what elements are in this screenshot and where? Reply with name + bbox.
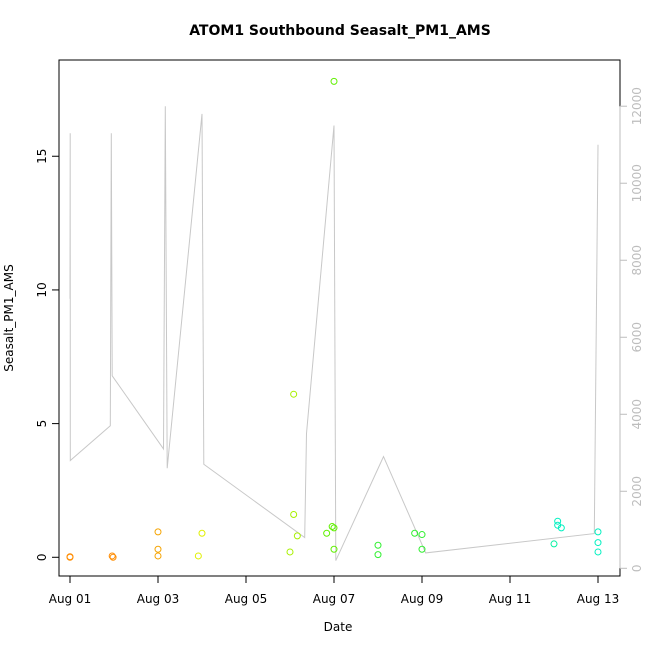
y-right-tick-label: 0 xyxy=(630,564,644,572)
data-point xyxy=(557,524,565,532)
data-point xyxy=(374,551,382,559)
point-layer xyxy=(66,77,602,561)
data-point xyxy=(330,524,338,532)
x-tick-label: Aug 07 xyxy=(313,592,356,606)
plot-frame xyxy=(58,59,621,577)
x-tick-label: Aug 09 xyxy=(401,592,444,606)
data-point xyxy=(293,532,301,540)
data-point xyxy=(330,77,338,85)
data-point xyxy=(154,528,162,536)
data-point xyxy=(554,517,562,525)
x-tick-label: Aug 11 xyxy=(489,592,532,606)
data-point xyxy=(66,553,74,561)
y-right-tick-label: 6000 xyxy=(630,322,644,353)
data-point xyxy=(109,553,117,561)
y-tick-label: 5 xyxy=(35,420,49,428)
data-point xyxy=(374,541,382,549)
y-tick-label: 15 xyxy=(35,149,49,164)
y-axis-label: Seasalt_PM1_AMS xyxy=(2,264,16,371)
data-point xyxy=(411,529,419,537)
data-point xyxy=(594,539,602,547)
line-layer xyxy=(69,106,599,561)
y-right-tick-label: 12000 xyxy=(630,87,644,125)
data-point xyxy=(154,552,162,560)
y-right-tick-label: 4000 xyxy=(630,399,644,430)
data-point xyxy=(154,545,162,553)
x-tick-label: Aug 05 xyxy=(225,592,268,606)
data-point xyxy=(550,540,558,548)
data-point xyxy=(108,552,116,560)
data-point xyxy=(194,552,202,560)
series-line xyxy=(69,106,599,561)
data-point xyxy=(418,545,426,553)
x-tick-label: Aug 01 xyxy=(49,592,92,606)
x-tick-label: Aug 03 xyxy=(137,592,180,606)
y-axis-left: 0 5 10 15 xyxy=(35,149,60,561)
data-point xyxy=(323,529,331,537)
x-tick-label: Aug 13 xyxy=(577,592,620,606)
y-right-tick-label: 8000 xyxy=(630,245,644,276)
data-point xyxy=(290,511,298,519)
y-tick-label: 10 xyxy=(35,282,49,297)
y-right-tick-label: 2000 xyxy=(630,476,644,507)
y-tick-label: 0 xyxy=(35,553,49,561)
y-right-tick-label: 10000 xyxy=(630,164,644,202)
data-point xyxy=(418,531,426,539)
chart-title: ATOM1 Southbound Seasalt_PM1_AMS xyxy=(189,23,491,39)
data-point xyxy=(594,548,602,556)
data-point xyxy=(328,523,336,531)
x-axis: Aug 01 Aug 03 Aug 05 Aug 07 Aug 09 Aug 11 Aug … xyxy=(49,575,620,606)
x-axis-label: Date xyxy=(324,620,353,634)
data-point xyxy=(198,529,206,537)
data-point xyxy=(330,545,338,553)
data-point xyxy=(286,548,294,556)
y-axis-right: 0 2000 4000 6000 8000 10000 12000 xyxy=(619,87,644,572)
data-point xyxy=(594,528,602,536)
data-point xyxy=(290,390,298,398)
